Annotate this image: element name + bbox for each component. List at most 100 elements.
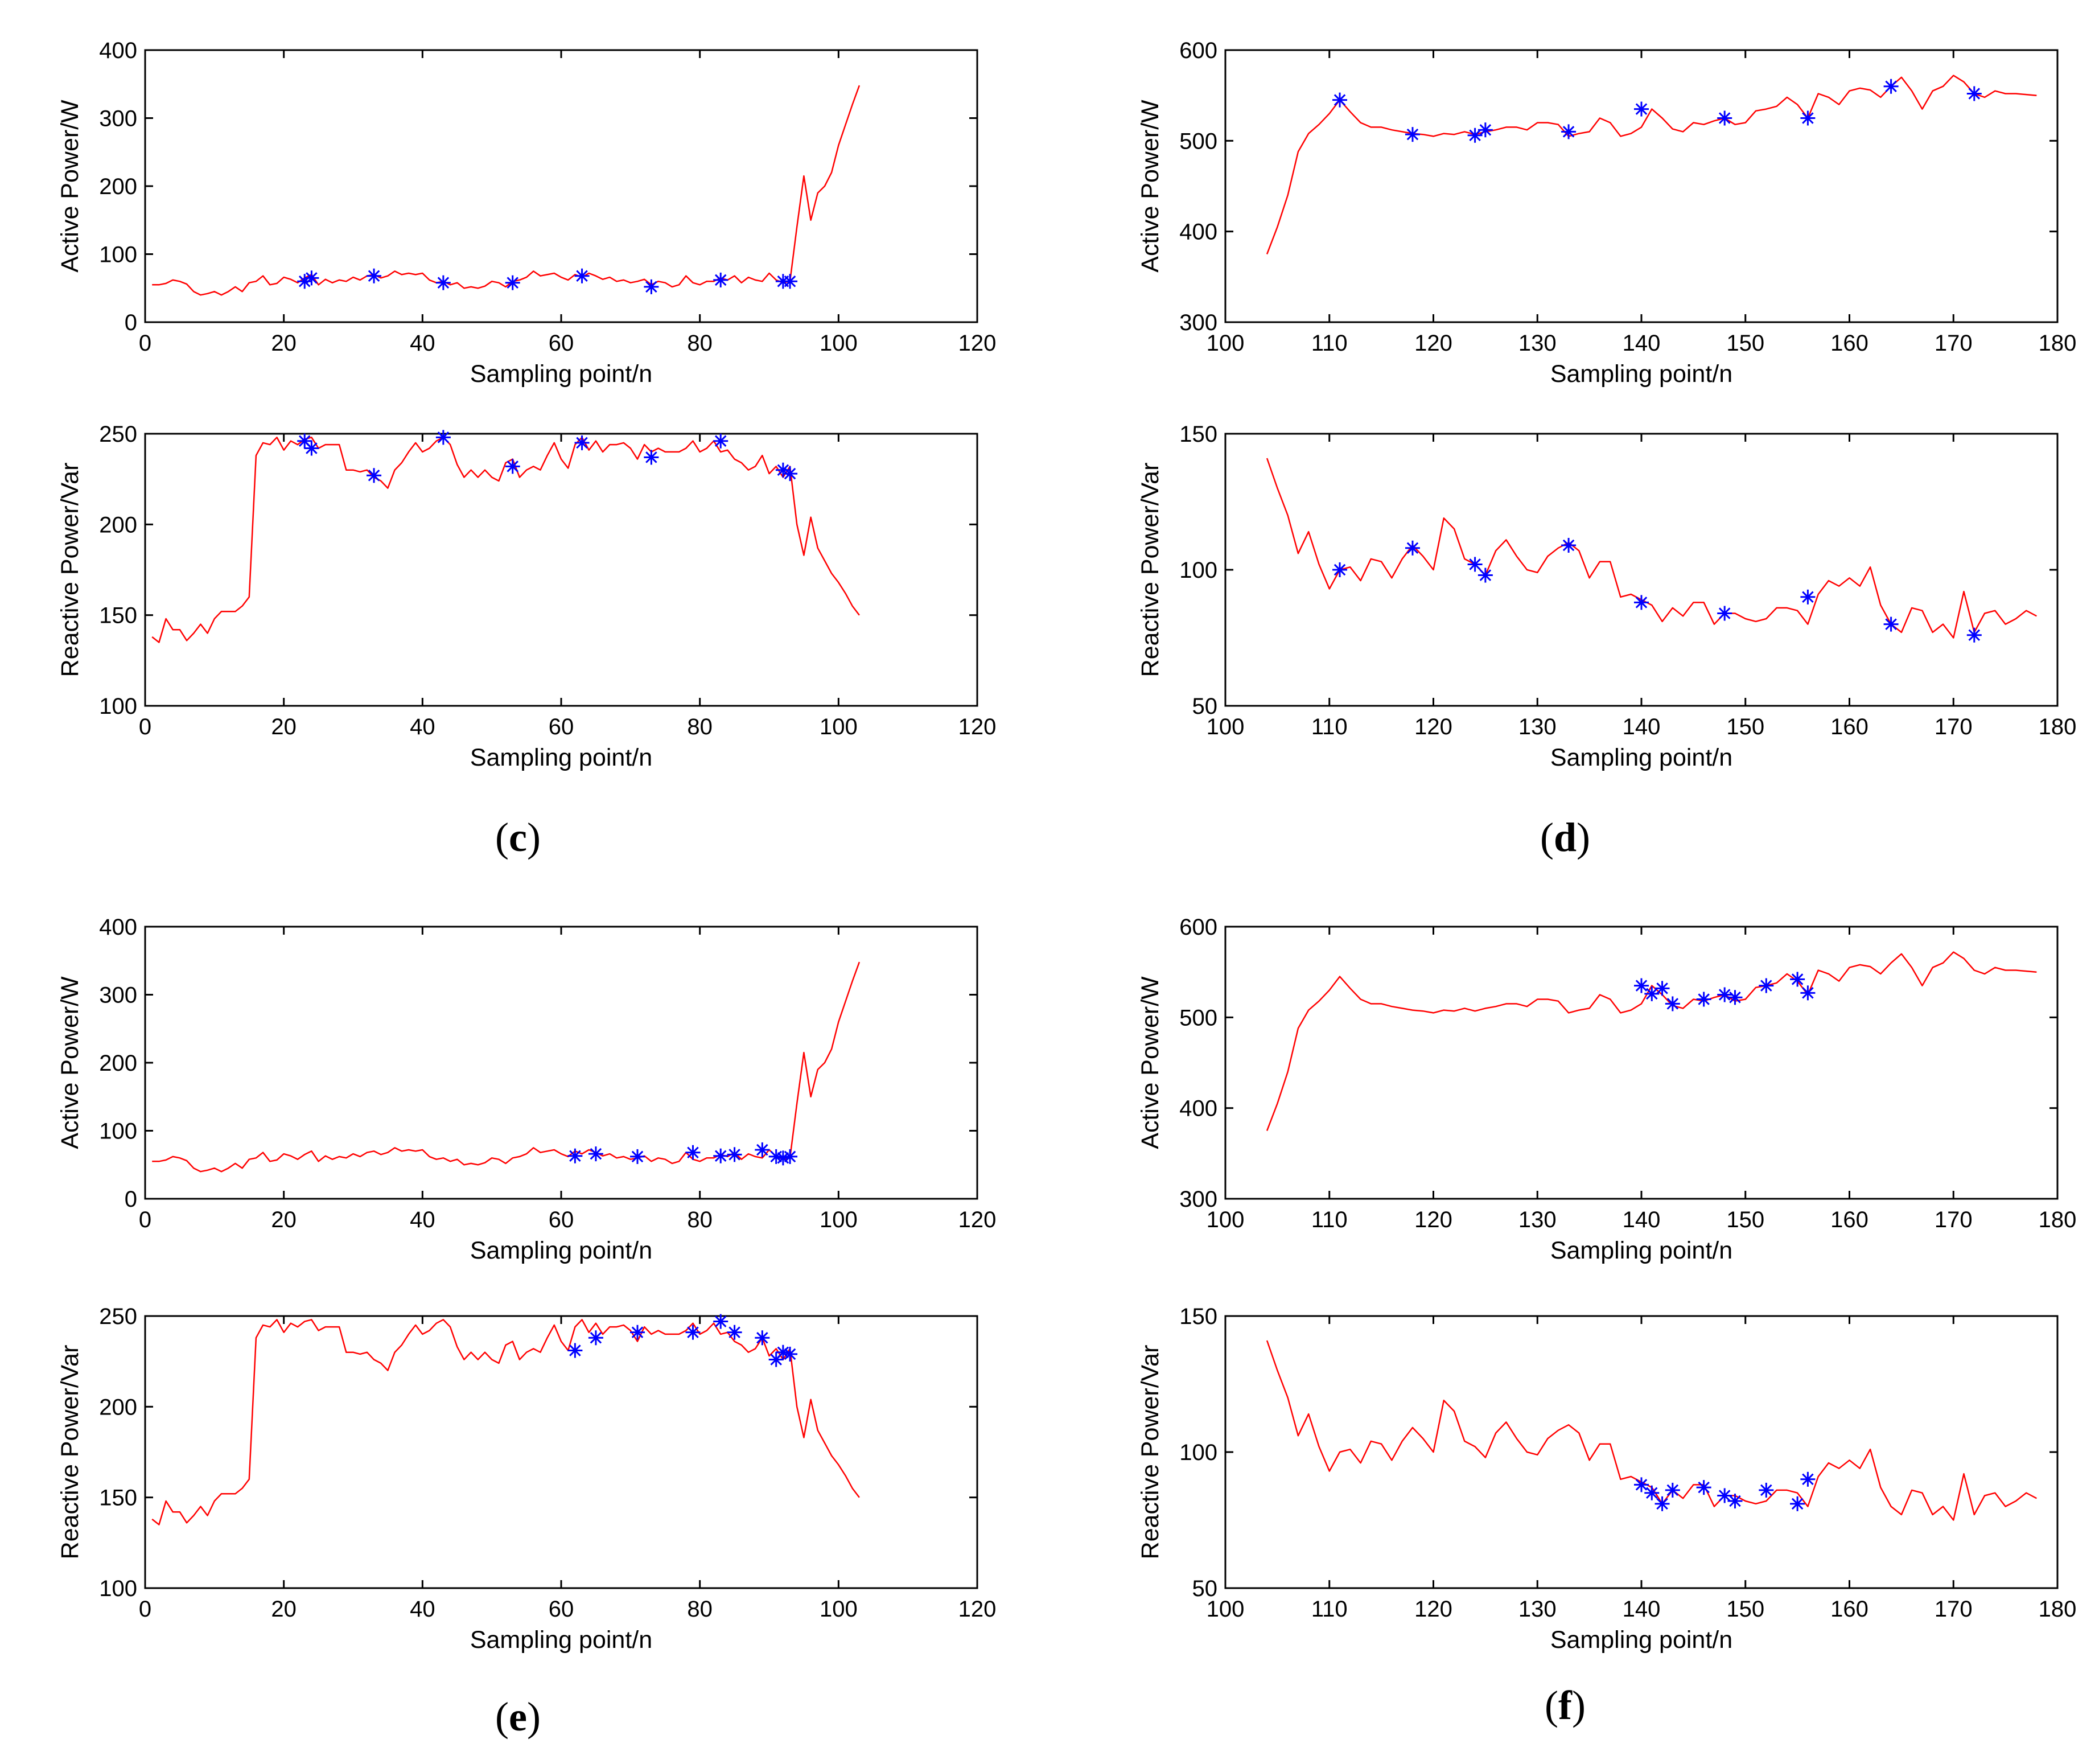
chart-f-top-marker-stroke <box>1729 992 1741 1004</box>
chart-c-bottom-x-tick-label: 40 <box>410 714 435 739</box>
chart-f-bottom-marker-stroke <box>1656 1498 1668 1510</box>
chart-d-bottom-marker-stroke <box>1885 618 1897 630</box>
chart-f-top-x-tick-label: 150 <box>1726 1207 1764 1232</box>
chart-d-bottom-marker-stroke <box>1406 542 1419 554</box>
chart-f-bottom: 100 110 120 130 140 150 160 170 18050100150Sampl… <box>1137 1304 2076 1654</box>
chart-f-bottom-marker-stroke <box>1666 1484 1679 1496</box>
chart-c-top-marker-stroke <box>645 281 657 293</box>
chart-d-top-marker-stroke <box>1406 128 1419 141</box>
chart-f-bottom-x-tick-label: 100 <box>1207 1597 1245 1622</box>
chart-f-top-marker-point <box>1727 990 1743 1005</box>
chart-c-bottom-plot-frame <box>144 433 978 707</box>
chart-f-top-marker-stroke <box>1646 988 1658 1000</box>
chart-f-top-marker-point <box>1665 996 1680 1011</box>
chart-e-top-y-tick-label: 0 <box>125 1187 137 1212</box>
chart-d-bottom-marker-stroke <box>1562 539 1575 552</box>
chart-d-top-marker-stroke <box>1479 124 1492 136</box>
chart-c-bottom-y-tick-label: 100 <box>99 694 137 719</box>
chart-f-bottom-x-tick-label: 120 <box>1414 1597 1452 1622</box>
chart-d-top-marker-stroke <box>1718 112 1731 124</box>
chart-c-bottom-series-line <box>151 437 860 643</box>
chart-f-bottom-x-axis-label: Sampling point/n <box>1550 1626 1732 1654</box>
chart-f-top-y-tick-label: 600 <box>1179 915 1217 940</box>
chart-c-bottom-x-tick-label: 80 <box>687 714 713 739</box>
chart-f-bottom-x-tick-label: 180 <box>2039 1597 2077 1622</box>
chart-f-bottom-marker-stroke <box>1791 1498 1804 1510</box>
chart-d-bottom-y-tick-label: 100 <box>1179 558 1217 583</box>
chart-f-top-x-tick-label: 110 <box>1311 1207 1348 1232</box>
chart-d-bottom-marker-point <box>1717 606 1732 621</box>
chart-d-top-marker-stroke <box>1469 129 1481 142</box>
chart-d-top-x-axis-label: Sampling point/n <box>1550 360 1732 388</box>
chart-c-bottom-marker-point <box>644 450 659 465</box>
chart-d-bottom-marker-stroke <box>1334 564 1346 576</box>
chart-f-top-y-axis-label: Active Power/W <box>1137 976 1164 1149</box>
chart-e-bottom-marker-stroke <box>777 1346 789 1358</box>
chart-f-top-series-line <box>1266 951 2037 1131</box>
chart-d-top-marker-point <box>1966 86 1982 101</box>
chart-d-top-marker-point <box>1477 122 1493 138</box>
chart-f-bottom-marker-point <box>1759 1482 1774 1498</box>
chart-d-top-y-axis-label: Active Power/W <box>1137 100 1164 273</box>
chart-d-bottom-x-tick-label: 150 <box>1726 714 1764 739</box>
chart-e-top-data-area <box>152 961 861 1173</box>
chart-d-bottom-marker-stroke <box>1718 607 1731 619</box>
chart-f-top-x-tick-label: 160 <box>1830 1207 1868 1232</box>
chart-d-top-marker-point <box>1800 110 1816 126</box>
chart-f-top-marker-stroke <box>1635 980 1648 992</box>
chart-c-top-data-area <box>152 85 861 296</box>
chart-f-top-y-tick-label: 400 <box>1179 1096 1217 1121</box>
chart-e-top-x-tick-label: 60 <box>549 1207 574 1232</box>
chart-c-top-y-tick-label: 400 <box>99 38 137 63</box>
chart-d-top-marker-stroke <box>1802 112 1814 124</box>
chart-e-top-plot-frame <box>144 926 978 1200</box>
chart-f-bottom-marker-point <box>1790 1496 1805 1511</box>
chart-e-bottom-marker-stroke <box>729 1326 740 1338</box>
chart-e-top-x-tick-label: 100 <box>820 1207 858 1232</box>
chart-f-top-data-area <box>1266 951 2037 1131</box>
chart-e-top-x-axis-label: Sampling point/n <box>470 1237 652 1264</box>
chart-c-bottom-marker-stroke <box>784 467 796 480</box>
chart-c-top-marker-point <box>367 268 382 283</box>
chart-d-top-marker-stroke <box>1334 94 1346 106</box>
panel-label-c: (c) <box>495 815 541 860</box>
chart-c-top-y-tick-label: 0 <box>125 310 137 335</box>
chart-f-top-marker-stroke <box>1760 980 1772 992</box>
chart-f-bottom-marker-stroke <box>1698 1481 1710 1494</box>
chart-f-top-x-tick-label: 130 <box>1518 1207 1557 1232</box>
panel-label-f: (f) <box>1545 1683 1586 1728</box>
chart-e-bottom-marker-stroke <box>714 1315 727 1327</box>
chart-c-bottom-marker-stroke <box>777 464 789 476</box>
chart-e-bottom-x-axis-label: Sampling point/n <box>470 1626 652 1654</box>
chart-c-top-x-tick-label: 120 <box>958 331 997 356</box>
chart-c-bottom-y-tick-label: 250 <box>99 422 137 447</box>
chart-c-bottom-x-tick-label: 0 <box>139 714 151 739</box>
chart-c-top-x-tick-label: 100 <box>820 331 858 356</box>
chart-f-top-marker-stroke <box>1666 998 1679 1010</box>
chart-d-top-y-tick-label: 400 <box>1179 220 1217 245</box>
chart-d-bottom-x-axis-label: Sampling point/n <box>1550 744 1732 771</box>
chart-e-top-y-tick-label: 300 <box>99 983 137 1008</box>
chart-f-top-marker-point <box>1790 972 1805 987</box>
chart-c-top-x-tick-label: 0 <box>139 331 151 356</box>
chart-c-bottom-x-tick-label: 120 <box>958 714 997 739</box>
chart-e-bottom-plot-frame <box>144 1315 978 1589</box>
chart-d-top-x-tick-label: 130 <box>1518 331 1557 356</box>
chart-d-bottom-y-tick-label: 50 <box>1192 694 1218 719</box>
chart-e-top-y-tick-label: 400 <box>99 915 137 940</box>
chart-c-top-x-tick-label: 80 <box>687 331 713 356</box>
chart-d-top-x-tick-label: 140 <box>1623 331 1661 356</box>
chart-f-top-marker-stroke <box>1718 989 1731 1001</box>
chart-c-top-series-line <box>152 85 861 296</box>
chart-f-top-x-tick-label: 140 <box>1623 1207 1661 1232</box>
chart-d-bottom-marker-point <box>1800 589 1816 605</box>
chart-e-top-y-axis-label: Active Power/W <box>56 976 84 1149</box>
chart-e-bottom-x-tick-label: 100 <box>820 1597 858 1622</box>
chart-f-top-plot-frame <box>1224 926 2059 1200</box>
chart-d-bottom-y-axis-label: Reactive Power/Var <box>1137 463 1164 677</box>
chart-d-top-marker-point <box>1405 127 1420 142</box>
chart-d-top-marker-point <box>1883 79 1899 94</box>
chart-e-bottom-y-tick-label: 250 <box>99 1304 137 1329</box>
chart-c-bottom-marker-point <box>367 468 382 483</box>
chart-d-top-marker-stroke <box>1885 80 1897 92</box>
